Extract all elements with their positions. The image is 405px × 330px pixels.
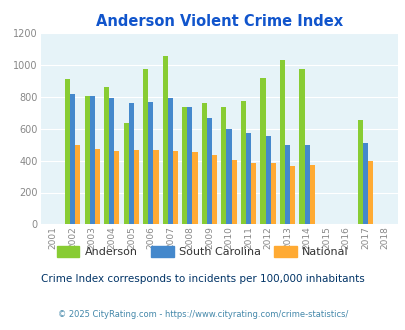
Text: Crime Index corresponds to incidents per 100,000 inhabitants: Crime Index corresponds to incidents per… [41, 274, 364, 284]
Bar [357, 120, 362, 224]
Bar [362, 143, 367, 224]
Bar [226, 129, 231, 224]
Bar [245, 134, 250, 224]
Bar [70, 94, 75, 224]
Bar [270, 163, 275, 224]
Bar [211, 155, 217, 224]
Bar [309, 165, 314, 224]
Bar [134, 149, 139, 224]
Bar [85, 95, 90, 224]
Bar [192, 152, 197, 224]
Bar [162, 56, 168, 224]
Bar [260, 78, 265, 224]
Bar [201, 104, 207, 224]
Bar [173, 151, 178, 224]
Bar [124, 123, 128, 224]
Bar [231, 160, 236, 224]
Bar [240, 101, 245, 224]
Bar [143, 69, 148, 224]
Legend: Anderson, South Carolina, National: Anderson, South Carolina, National [53, 242, 352, 262]
Bar [75, 145, 80, 224]
Bar [207, 117, 211, 224]
Text: © 2025 CityRating.com - https://www.cityrating.com/crime-statistics/: © 2025 CityRating.com - https://www.city… [58, 310, 347, 319]
Bar [187, 108, 192, 224]
Bar [265, 136, 270, 224]
Bar [221, 108, 226, 224]
Bar [90, 96, 95, 224]
Bar [109, 98, 114, 224]
Bar [114, 150, 119, 224]
Bar [168, 98, 173, 224]
Bar [128, 103, 134, 224]
Bar [250, 162, 256, 224]
Bar [148, 102, 153, 224]
Bar [153, 150, 158, 224]
Bar [279, 60, 284, 224]
Bar [299, 69, 304, 224]
Bar [65, 79, 70, 224]
Bar [367, 161, 372, 224]
Bar [284, 145, 290, 224]
Title: Anderson Violent Crime Index: Anderson Violent Crime Index [96, 14, 342, 29]
Bar [182, 107, 187, 224]
Bar [290, 166, 294, 224]
Bar [304, 145, 309, 224]
Bar [104, 87, 109, 224]
Bar [95, 148, 100, 224]
